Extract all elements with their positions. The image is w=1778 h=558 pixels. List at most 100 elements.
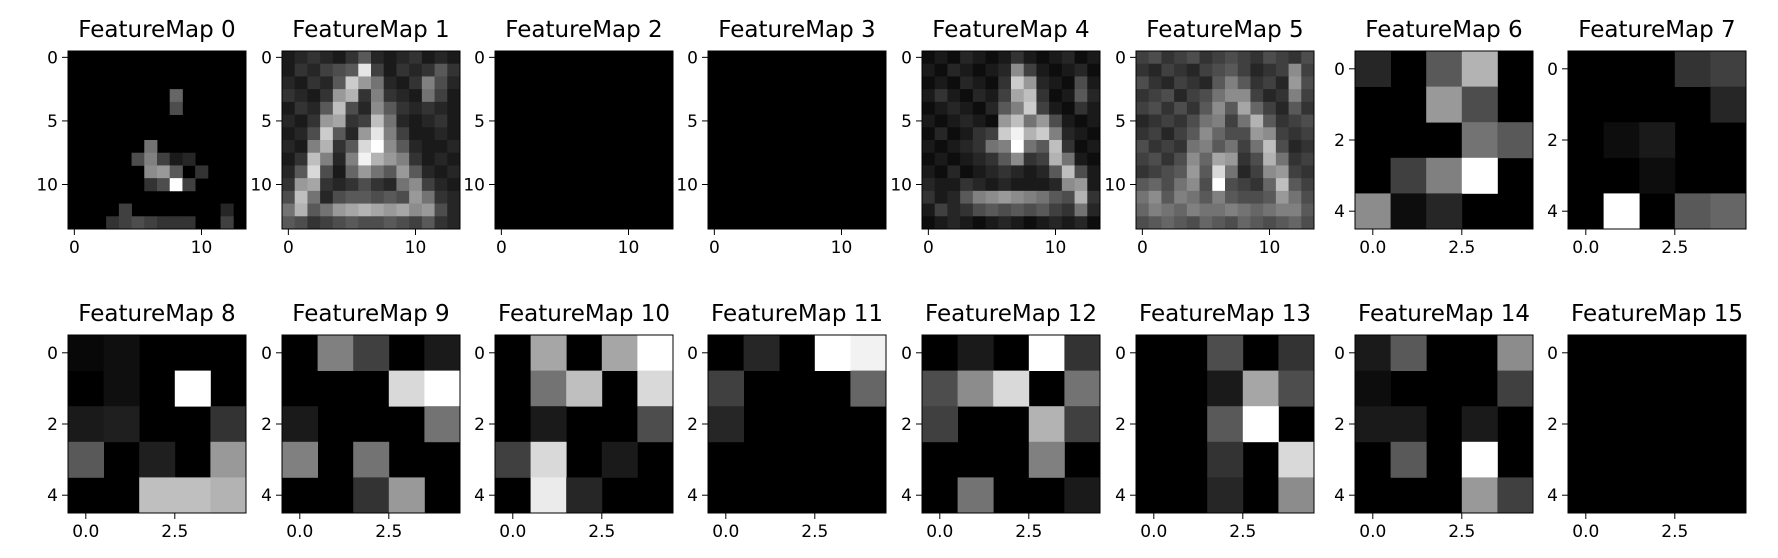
feature-map-6-cell bbox=[1426, 157, 1463, 194]
feature-map-10-xtick-label: 2.5 bbox=[588, 522, 615, 542]
feature-map-2-title: FeatureMap 2 bbox=[505, 17, 662, 43]
feature-map-1-cell bbox=[307, 76, 321, 90]
feature-map-4-cell bbox=[947, 190, 961, 204]
feature-map-4-cell bbox=[1074, 114, 1088, 128]
feature-map-4-cell bbox=[1061, 114, 1075, 128]
feature-map-0-cell bbox=[144, 216, 158, 230]
feature-map-4-cell bbox=[1087, 63, 1101, 77]
feature-map-1-cell bbox=[409, 63, 423, 77]
feature-map-4-cell bbox=[960, 216, 974, 230]
feature-map-1-cell bbox=[294, 203, 308, 217]
feature-map-12-xtick-label: 0.0 bbox=[926, 522, 953, 542]
feature-map-8-cell bbox=[68, 406, 104, 443]
feature-map-14-cell bbox=[1390, 406, 1427, 443]
feature-map-4-cell bbox=[1023, 190, 1037, 204]
feature-map-5-cell bbox=[1301, 203, 1315, 217]
feature-map-4-cell bbox=[1087, 127, 1101, 141]
feature-map-4-cell bbox=[1023, 127, 1037, 141]
feature-map-4-cell bbox=[1061, 76, 1075, 90]
feature-map-5-cell bbox=[1288, 114, 1302, 128]
feature-map-4-cell bbox=[922, 203, 936, 217]
feature-map-4-cell bbox=[1087, 165, 1101, 179]
feature-map-4-cell bbox=[1023, 152, 1037, 166]
feature-map-1-cell bbox=[447, 178, 461, 192]
feature-map-5-cell bbox=[1288, 51, 1302, 65]
feature-map-0-xtick-label: 0 bbox=[69, 238, 80, 258]
feature-map-1-cell bbox=[371, 76, 385, 90]
feature-map-5-cell bbox=[1212, 165, 1226, 179]
feature-map-5-cell bbox=[1237, 101, 1251, 115]
feature-map-1-cell bbox=[282, 76, 296, 90]
feature-map-5-cell bbox=[1225, 127, 1239, 141]
feature-map-1-cell bbox=[358, 216, 372, 230]
feature-map-14-ytick-label: 0 bbox=[1334, 344, 1345, 364]
feature-map-13-cell bbox=[1207, 406, 1244, 443]
feature-map-4-cell bbox=[985, 51, 999, 65]
feature-map-4-cell bbox=[1011, 152, 1025, 166]
feature-map-4-cell bbox=[1061, 89, 1075, 103]
feature-map-5-ytick-label: 0 bbox=[1115, 48, 1126, 68]
feature-map-1-cell bbox=[421, 51, 435, 65]
feature-map-5-cell bbox=[1250, 140, 1264, 154]
feature-map-13-ytick-label: 0 bbox=[1115, 344, 1126, 364]
feature-map-4-cell bbox=[998, 152, 1012, 166]
feature-map-4-cell bbox=[1023, 76, 1037, 90]
feature-map-1-cell bbox=[447, 76, 461, 90]
feature-map-13-cell bbox=[1278, 335, 1315, 371]
feature-map-4-cell bbox=[1049, 190, 1063, 204]
feature-map-1-title: FeatureMap 1 bbox=[292, 17, 449, 43]
feature-map-1-cell bbox=[383, 76, 397, 90]
feature-map-13-cell bbox=[1242, 370, 1279, 407]
feature-map-6-cell bbox=[1461, 122, 1498, 159]
feature-map-5-cell bbox=[1136, 89, 1150, 103]
feature-map-1-cell bbox=[434, 178, 448, 192]
feature-map-4-cell bbox=[972, 216, 986, 230]
feature-map-5-cell bbox=[1136, 140, 1150, 154]
feature-map-5-cell bbox=[1212, 140, 1226, 154]
feature-map-5-cell bbox=[1212, 89, 1226, 103]
feature-map-11-ytick-label: 2 bbox=[687, 415, 698, 435]
feature-map-1-cell bbox=[396, 63, 410, 77]
feature-map-13-cell bbox=[1242, 406, 1279, 443]
feature-map-5-cell bbox=[1250, 76, 1264, 90]
feature-map-1-cell bbox=[421, 190, 435, 204]
feature-map-5-cell bbox=[1161, 51, 1175, 65]
feature-map-4-cell bbox=[985, 76, 999, 90]
feature-map-4-cell bbox=[947, 63, 961, 77]
feature-map-4-cell bbox=[972, 190, 986, 204]
feature-map-11-cell bbox=[814, 335, 851, 371]
feature-map-5-cell bbox=[1174, 76, 1188, 90]
feature-map-5-cell bbox=[1288, 63, 1302, 77]
feature-map-11-xtick-label: 2.5 bbox=[801, 522, 828, 542]
feature-map-4-cell bbox=[922, 165, 936, 179]
feature-map-5-cell bbox=[1250, 101, 1264, 115]
feature-map-4-cell bbox=[998, 165, 1012, 179]
feature-map-8-cell bbox=[210, 477, 247, 514]
feature-map-15-title: FeatureMap 15 bbox=[1571, 301, 1743, 327]
feature-map-5-cell bbox=[1275, 152, 1289, 166]
feature-map-4-cell bbox=[947, 114, 961, 128]
feature-map-5-cell bbox=[1212, 76, 1226, 90]
feature-map-5-cell bbox=[1136, 101, 1150, 115]
feature-map-2-frame bbox=[494, 50, 674, 230]
feature-map-15-ytick-label: 2 bbox=[1547, 415, 1558, 435]
feature-map-1-cell bbox=[447, 63, 461, 77]
feature-map-1-cell bbox=[421, 140, 435, 154]
feature-map-4-cell bbox=[934, 140, 948, 154]
feature-map-5-cell bbox=[1288, 165, 1302, 179]
feature-map-1-cell bbox=[332, 51, 346, 65]
feature-map-5-cell bbox=[1225, 152, 1239, 166]
feature-map-0-cell bbox=[157, 165, 171, 179]
feature-map-10-ytick-label: 2 bbox=[474, 415, 485, 435]
feature-map-1-cell bbox=[358, 165, 372, 179]
feature-map-5-frame bbox=[1135, 50, 1315, 230]
feature-map-5-cell bbox=[1161, 101, 1175, 115]
feature-map-5-cell bbox=[1199, 140, 1213, 154]
feature-map-4-cell bbox=[1011, 127, 1025, 141]
feature-map-4-cell bbox=[947, 152, 961, 166]
feature-map-1-cell bbox=[294, 114, 308, 128]
feature-map-15-ytick-label: 0 bbox=[1547, 344, 1558, 364]
feature-map-14-cell bbox=[1497, 335, 1534, 371]
feature-map-4-cell bbox=[1023, 216, 1037, 230]
feature-map-2-background bbox=[495, 51, 673, 229]
